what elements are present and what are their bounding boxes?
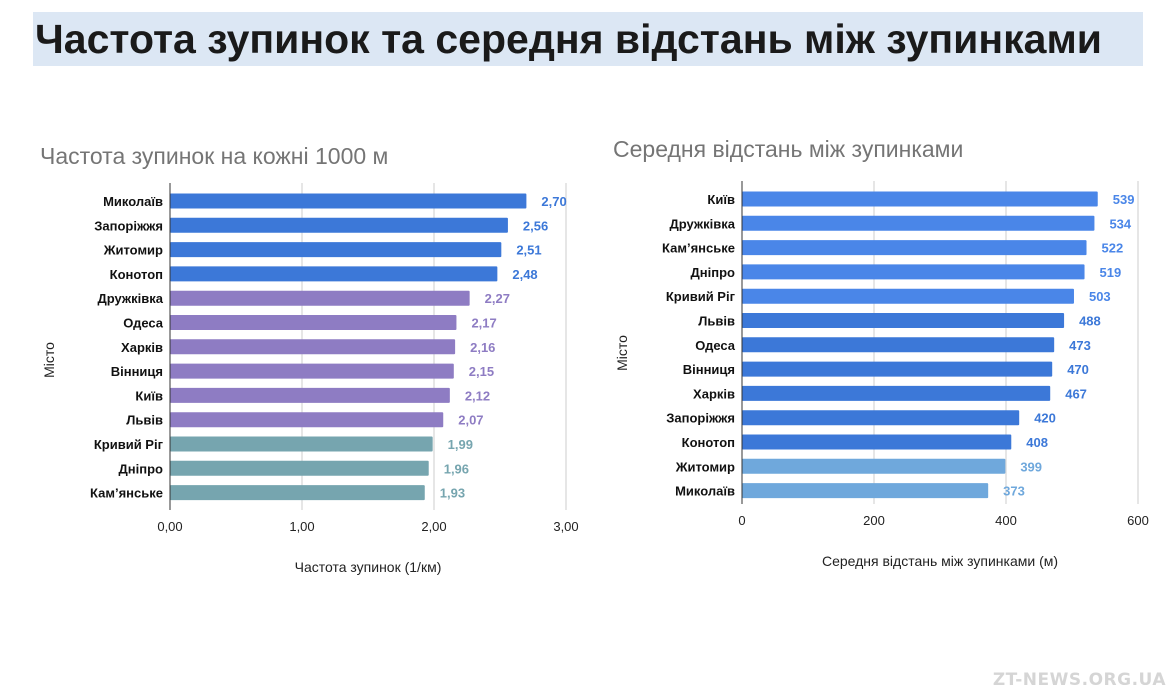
category-label: Кривий Ріг <box>94 437 164 452</box>
stop-distance-chart: Середня відстань між зупинками 0 200 400 600… <box>613 136 1149 569</box>
x-axis-label: Середня відстань між зупинками (м) <box>822 553 1058 569</box>
bar <box>742 483 989 499</box>
data-label: 408 <box>1026 435 1048 450</box>
category-label: Одеса <box>695 338 735 353</box>
bar <box>170 242 502 258</box>
stop-frequency-chart: Частота зупинок на кожні 1000 м 0,00 1,00 2… <box>40 143 579 575</box>
data-label: 539 <box>1113 192 1135 207</box>
data-label: 488 <box>1079 314 1101 329</box>
bar <box>742 385 1051 401</box>
data-label: 473 <box>1069 338 1091 353</box>
chart-title: Частота зупинок на кожні 1000 м <box>40 143 388 169</box>
category-label: Харків <box>693 386 735 401</box>
category-label: Кам’янське <box>662 241 735 256</box>
data-label: 2,07 <box>458 413 483 428</box>
data-label: 522 <box>1102 241 1124 256</box>
data-label: 399 <box>1020 459 1042 474</box>
data-label: 420 <box>1034 411 1056 426</box>
page-title: Частота зупинок та середня відстань між … <box>33 12 1143 66</box>
bar <box>170 290 470 306</box>
x-tick-label: 600 <box>1127 513 1149 528</box>
y-axis-label: Місто <box>614 335 630 371</box>
x-tick-label: 200 <box>863 513 885 528</box>
data-label: 2,17 <box>471 316 496 331</box>
bar <box>742 264 1085 280</box>
data-label: 1,96 <box>444 461 469 476</box>
y-axis-label: Місто <box>41 342 57 378</box>
bar <box>742 434 1012 450</box>
data-label: 2,56 <box>523 218 548 233</box>
data-label: 467 <box>1065 386 1087 401</box>
data-label: 503 <box>1089 289 1111 304</box>
data-label: 2,70 <box>541 194 566 209</box>
bar <box>742 191 1098 207</box>
category-label: Дружківка <box>670 216 736 231</box>
x-axis-label: Частота зупинок (1/км) <box>295 559 442 575</box>
data-label: 2,12 <box>465 388 490 403</box>
data-label: 470 <box>1067 362 1089 377</box>
chart-title: Середня відстань між зупинками <box>613 136 963 162</box>
category-label: Конотоп <box>682 435 735 450</box>
bar <box>170 485 425 501</box>
data-label: 519 <box>1100 265 1122 280</box>
category-label: Одеса <box>123 316 163 331</box>
bar <box>742 288 1074 304</box>
data-label: 2,48 <box>512 267 537 282</box>
bar <box>170 217 508 233</box>
category-label: Запоріжжя <box>666 411 735 426</box>
watermark: ZT-NEWS.ORG.UA <box>992 670 1166 690</box>
data-label: 2,15 <box>469 364 494 379</box>
x-tick-label: 0,00 <box>157 519 182 534</box>
category-label: Кам’янське <box>90 486 163 501</box>
data-label: 1,99 <box>448 437 473 452</box>
bar <box>170 460 429 476</box>
category-label: Дніпро <box>119 461 164 476</box>
x-tick-label: 2,00 <box>421 519 446 534</box>
bar <box>742 361 1053 377</box>
data-label: 2,51 <box>516 243 541 258</box>
bar <box>170 363 454 379</box>
bar <box>742 313 1065 328</box>
bar <box>742 240 1087 256</box>
bar <box>170 193 527 209</box>
x-tick-label: 400 <box>995 513 1017 528</box>
bar <box>170 387 450 403</box>
category-label: Київ <box>135 388 163 403</box>
data-label: 2,16 <box>470 340 495 355</box>
bar <box>170 436 433 452</box>
bar <box>170 315 457 330</box>
bar <box>170 412 444 428</box>
category-label: Київ <box>707 192 735 207</box>
data-label: 1,93 <box>440 486 465 501</box>
category-label: Миколаїв <box>675 484 735 499</box>
category-label: Житомир <box>103 243 163 258</box>
category-label: Вінниця <box>683 362 735 377</box>
bar <box>742 410 1020 426</box>
category-label: Кривий Ріг <box>666 289 736 304</box>
category-label: Харків <box>121 340 163 355</box>
data-label: 373 <box>1003 484 1025 499</box>
category-label: Дружківка <box>98 291 164 306</box>
category-label: Дніпро <box>691 265 736 280</box>
category-label: Запоріжжя <box>94 218 163 233</box>
category-label: Житомир <box>675 459 735 474</box>
x-tick-label: 1,00 <box>289 519 314 534</box>
category-label: Львів <box>698 314 735 329</box>
category-label: Конотоп <box>110 267 163 282</box>
bar <box>742 215 1095 231</box>
data-label: 2,27 <box>485 291 510 306</box>
bar <box>742 458 1006 474</box>
category-label: Львів <box>126 413 163 428</box>
bar <box>742 337 1055 353</box>
x-tick-label: 0 <box>738 513 745 528</box>
bar <box>170 266 498 282</box>
category-label: Вінниця <box>111 364 163 379</box>
category-label: Миколаїв <box>103 194 163 209</box>
x-tick-label: 3,00 <box>553 519 578 534</box>
bar <box>170 339 456 355</box>
data-label: 534 <box>1109 216 1131 231</box>
